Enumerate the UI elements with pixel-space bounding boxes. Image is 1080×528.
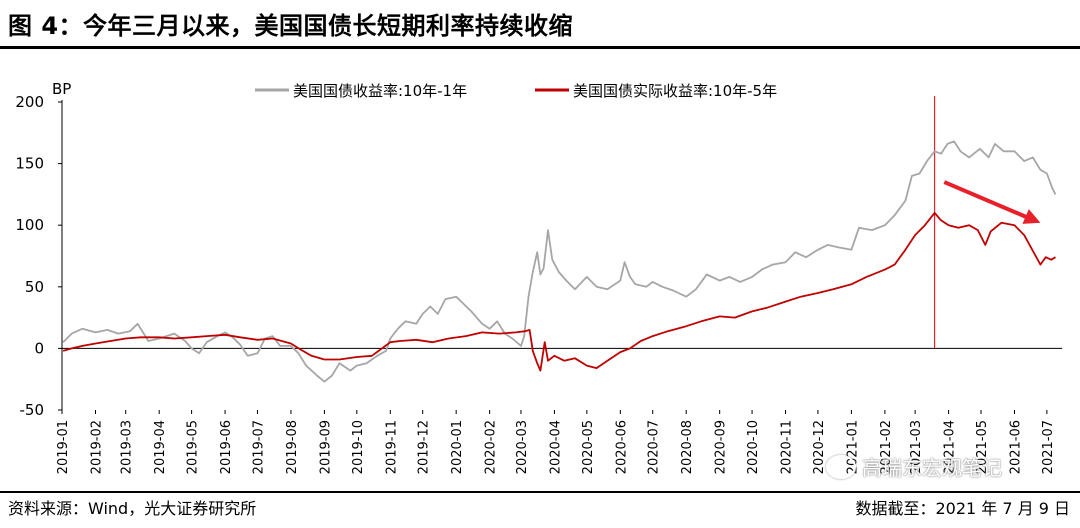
x-tick-label: 2019-12 [417,420,432,474]
x-tick-label: 2020-11 [780,420,795,474]
wechat-icon [826,454,856,479]
y-tick-label: 50 [25,278,44,296]
x-tick-label: 2021-03 [909,420,924,474]
top-rule [0,46,1080,49]
x-tick-label: 2020-09 [714,420,729,474]
x-tick-label: 2020-12 [812,420,827,474]
data-date-note: 数据截至：2021 年 7 月 9 日 [855,499,1070,518]
line-chart: BP -50 0 50 100 150 200 2019-01 2019-02 2019-03 20… [15,80,1062,474]
series-line-2 [62,212,1056,372]
y-tick-label: 200 [15,93,44,111]
x-tick-label: 2021-04 [943,420,958,474]
x-tick-label: 2019-05 [186,420,201,474]
x-tick-label: 2020-08 [680,420,695,474]
trend-arrow-head [1022,209,1041,224]
y-axis-unit-label: BP [52,80,71,98]
x-tick-label: 2020-04 [548,420,563,474]
x-tick-label: 2019-09 [318,420,333,474]
x-tick-label: 2020-10 [746,420,761,474]
y-tick-label: 0 [34,339,44,357]
x-tick-label: 2020-03 [515,420,530,474]
watermark-text: 高瑞东宏观笔记 [862,456,1002,480]
source-note: 资料来源：Wind，光大证券研究所 [8,499,257,518]
figure-title: 图 4：今年三月以来，美国国债长短期利率持续收缩 [8,12,574,40]
x-tick-label: 2020-05 [581,420,596,474]
x-tick-label: 2020-01 [450,420,465,474]
x-tick-label: 2019-01 [56,420,71,474]
x-tick-label: 2019-07 [251,420,266,474]
x-tick-label: 2019-04 [153,420,168,474]
x-tick-label: 2021-05 [975,420,990,474]
series-line-1 [62,140,1057,383]
y-tick-label: -50 [20,401,45,419]
legend-label-2: 美国国债实际收益率:10年-5年 [573,82,777,100]
x-tick-label: 2019-06 [219,420,234,474]
x-tick-label: 2020-06 [614,420,629,474]
y-tick-label: 150 [15,155,44,173]
x-tick-label: 2020-02 [484,420,499,474]
x-tick-label: 2021-07 [1041,420,1056,474]
x-tick-label: 2019-08 [285,420,300,474]
x-tick-label: 2019-11 [384,420,399,474]
y-tick-label: 100 [15,216,44,234]
x-tick-label: 2019-02 [89,420,104,474]
legend-label-1: 美国国债收益率:10年-1年 [293,82,467,100]
watermark: 高瑞东宏观笔记 [826,452,1002,481]
x-tick-label: 2019-10 [351,420,366,474]
x-tick-label: 2019-03 [120,420,135,474]
bottom-rule [0,491,1080,493]
trend-arrow-shaft [943,180,1032,221]
x-tick-label: 2020-07 [647,420,662,474]
x-tick-label: 2021-02 [879,420,894,474]
x-tick-label: 2021-06 [1008,420,1023,474]
